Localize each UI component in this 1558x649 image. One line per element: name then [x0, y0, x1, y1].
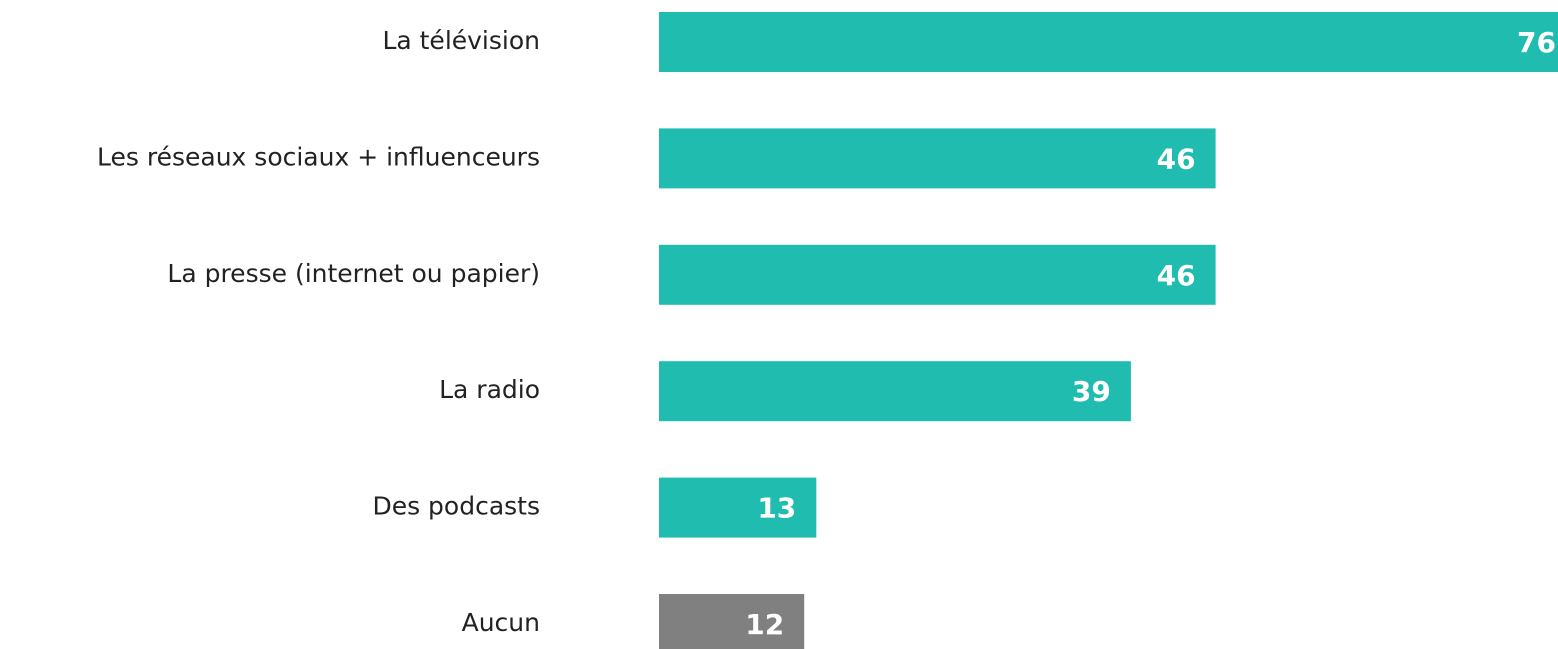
- bar: [659, 361, 1131, 422]
- category-label: La presse (internet ou papier): [167, 259, 540, 288]
- bar: [659, 128, 1216, 189]
- bar: [659, 477, 817, 538]
- bar: [659, 12, 1558, 72]
- bar: [659, 594, 805, 649]
- value-label: 76: [1517, 26, 1556, 59]
- value-label: 39: [1072, 375, 1111, 408]
- value-label: 46: [1157, 259, 1196, 292]
- category-label: Les réseaux sociaux + influenceurs: [97, 142, 540, 171]
- value-label: 13: [757, 492, 796, 525]
- category-label: La télévision: [382, 26, 540, 55]
- value-label: 12: [745, 608, 784, 641]
- bar: [659, 244, 1216, 305]
- category-label: Aucun: [462, 608, 540, 637]
- category-label: Des podcasts: [372, 492, 540, 521]
- category-label: La radio: [439, 375, 540, 404]
- value-label: 46: [1157, 142, 1196, 175]
